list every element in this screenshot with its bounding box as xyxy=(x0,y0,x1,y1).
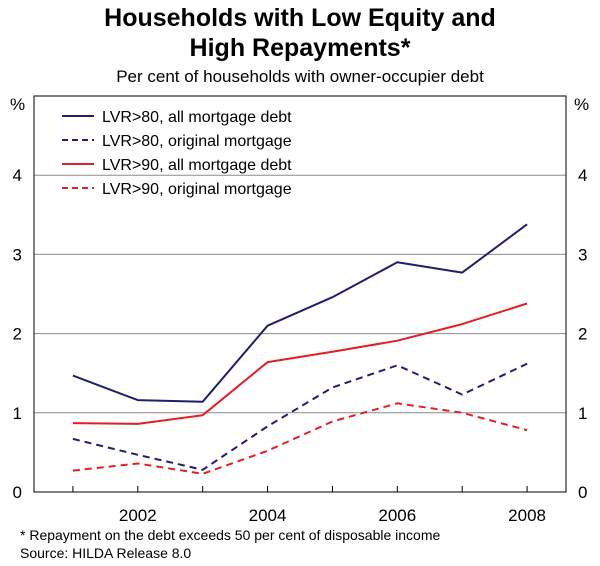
y-tick-label-left: 1 xyxy=(13,404,22,423)
legend-label-1: LVR>80, all mortgage debt xyxy=(102,109,292,126)
legend: LVR>80, all mortgage debt LVR>80, origina… xyxy=(62,109,292,198)
legend-label-4: LVR>90, original mortgage xyxy=(102,181,292,198)
x-tick-label-2004: 2004 xyxy=(249,506,287,525)
chart-title-line-2: High Repayments* xyxy=(189,34,411,62)
y-tick-label-right: 4 xyxy=(578,166,587,185)
gridlines xyxy=(34,174,566,414)
footnote-asterisk: * Repayment on the debt exceeds 50 per c… xyxy=(20,527,441,543)
axis-ticks: 0 0 1 1 2 2 3 3 4 4% % 2002 2004 2006 2008 xyxy=(10,95,589,525)
y-tick-label-left: 3 xyxy=(13,245,22,264)
y-tick-label-left: 0 xyxy=(13,483,22,502)
y-unit-left: % xyxy=(10,95,25,114)
y-tick-label-right: 3 xyxy=(578,245,587,264)
y-tick-label-right: 0 xyxy=(578,483,587,502)
x-tick-label-2002: 2002 xyxy=(119,506,157,525)
footnote-source: Source: HILDA Release 8.0 xyxy=(20,545,192,561)
plot-frame xyxy=(33,95,567,493)
y-tick-label-left: 4 xyxy=(13,166,22,185)
y-tick-label-right: 1 xyxy=(578,404,587,423)
series-lines xyxy=(72,223,528,475)
series-line-1 xyxy=(72,223,528,403)
x-tick-label-2008: 2008 xyxy=(508,506,546,525)
y-unit-right: % xyxy=(574,95,589,114)
legend-label-2: LVR>80, original mortgage xyxy=(102,133,292,150)
x-tick-label-2006: 2006 xyxy=(378,506,416,525)
series-line-4 xyxy=(72,402,528,475)
chart-subtitle: Per cent of households with owner-occupi… xyxy=(116,67,484,86)
legend-label-3: LVR>90, all mortgage debt xyxy=(102,157,292,174)
chart-title-line-1: Households with Low Equity and xyxy=(104,4,496,32)
series-line-2 xyxy=(72,362,528,471)
series-line-3 xyxy=(72,302,528,425)
y-tick-label-right: 2 xyxy=(578,325,587,344)
y-tick-label-left: 2 xyxy=(13,325,22,344)
